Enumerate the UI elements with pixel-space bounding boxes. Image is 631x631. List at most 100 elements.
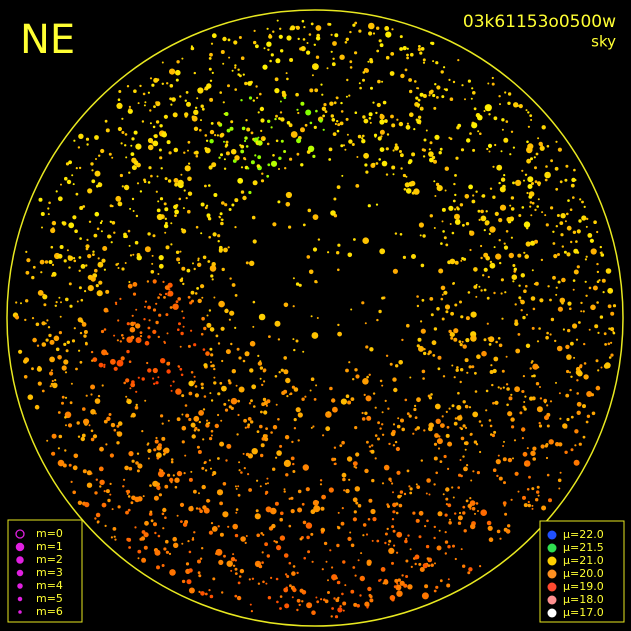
star — [204, 206, 208, 210]
star — [472, 148, 476, 152]
star — [238, 36, 242, 39]
star — [142, 495, 145, 498]
star — [128, 171, 131, 174]
star — [258, 313, 266, 321]
star — [108, 152, 112, 156]
star — [139, 84, 142, 88]
star — [348, 478, 351, 481]
star — [354, 574, 357, 577]
star — [182, 325, 185, 328]
star — [320, 527, 326, 533]
star — [440, 70, 444, 74]
star — [270, 53, 274, 57]
star — [460, 315, 464, 319]
star — [335, 96, 339, 100]
star — [316, 33, 321, 38]
star — [359, 575, 365, 582]
star — [537, 198, 540, 201]
star — [206, 322, 212, 328]
star — [151, 262, 154, 265]
star — [67, 255, 74, 261]
star — [493, 356, 499, 362]
star — [445, 310, 449, 314]
star — [55, 190, 58, 193]
star — [445, 503, 448, 506]
star — [184, 165, 191, 172]
star — [457, 515, 463, 521]
star — [392, 268, 398, 274]
star — [297, 412, 303, 418]
star — [328, 147, 333, 152]
star — [170, 103, 173, 106]
star — [94, 135, 99, 140]
star — [147, 181, 151, 184]
star — [578, 442, 582, 446]
star — [484, 104, 492, 112]
star — [433, 525, 436, 529]
star — [113, 366, 118, 371]
star — [285, 72, 288, 75]
star — [212, 232, 217, 237]
star — [394, 143, 398, 147]
star — [315, 384, 318, 387]
star — [263, 47, 266, 50]
star — [419, 92, 424, 97]
star — [536, 205, 539, 208]
star — [166, 369, 171, 374]
star — [509, 153, 512, 156]
star — [327, 591, 330, 594]
star — [132, 282, 138, 287]
star — [372, 517, 377, 522]
star — [127, 495, 131, 498]
star — [460, 148, 465, 152]
star — [175, 388, 182, 395]
star — [284, 603, 290, 609]
star — [441, 95, 445, 99]
star — [315, 55, 320, 59]
star — [290, 509, 295, 514]
star — [497, 337, 501, 340]
star — [242, 195, 247, 201]
star — [185, 562, 190, 566]
star — [349, 66, 353, 69]
star — [222, 62, 225, 65]
star — [533, 283, 536, 285]
star — [280, 368, 284, 372]
star — [164, 177, 168, 181]
star — [286, 35, 292, 41]
star — [57, 447, 61, 450]
star — [217, 413, 220, 417]
star — [539, 397, 543, 400]
star — [396, 424, 401, 429]
star — [395, 364, 399, 368]
star — [70, 382, 73, 385]
star — [162, 507, 167, 513]
star — [256, 164, 261, 168]
star — [160, 414, 164, 418]
star — [559, 180, 563, 184]
star — [65, 424, 67, 427]
star — [218, 300, 225, 308]
star — [264, 542, 268, 547]
star — [275, 456, 278, 459]
star — [465, 338, 470, 343]
star — [284, 435, 290, 440]
star — [208, 165, 213, 170]
star — [184, 454, 187, 457]
star — [61, 401, 64, 405]
star — [128, 466, 133, 471]
star — [209, 437, 213, 441]
star — [306, 150, 311, 154]
star — [587, 233, 593, 238]
star — [31, 367, 34, 371]
star — [204, 184, 207, 188]
star — [292, 277, 295, 280]
star — [378, 309, 382, 314]
star — [497, 386, 500, 389]
star — [222, 482, 227, 486]
star — [336, 251, 340, 255]
star — [111, 221, 116, 225]
star — [441, 207, 446, 212]
star — [117, 201, 123, 207]
star — [218, 245, 223, 250]
